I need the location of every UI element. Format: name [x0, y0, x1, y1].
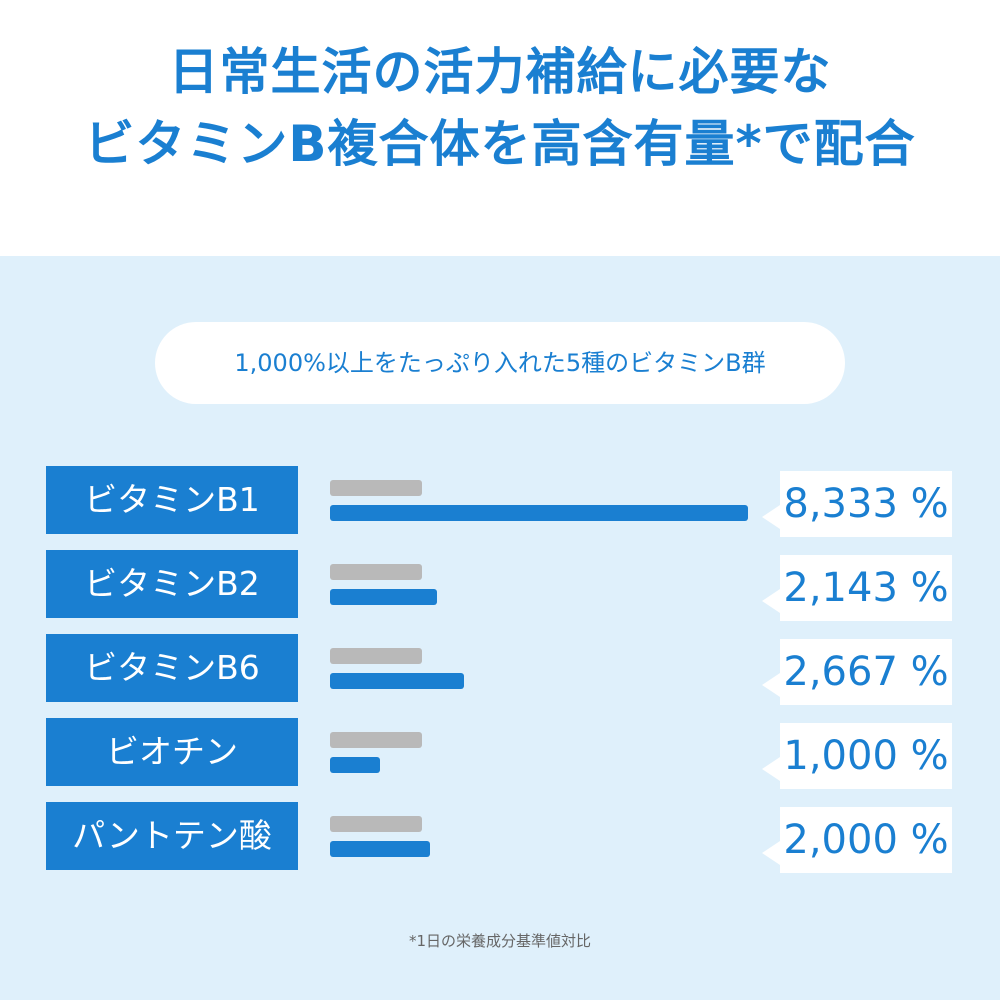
- category-label: ビオチン: [46, 718, 298, 786]
- value-label: 2,000 %: [783, 817, 949, 863]
- value-bar: [330, 589, 437, 605]
- reference-bar: [330, 816, 422, 832]
- value-bar: [330, 757, 380, 773]
- value-label: 8,333 %: [783, 481, 949, 527]
- category-label: ビタミンB1: [46, 466, 298, 534]
- value-bar: [330, 841, 430, 857]
- header: 日常生活の活力補給に必要な ビタミンB複合体を高含有量*で配合: [0, 0, 1000, 256]
- value-bar: [330, 505, 748, 521]
- reference-bar: [330, 732, 422, 748]
- value-bar: [330, 673, 464, 689]
- reference-bar: [330, 648, 422, 664]
- title-line-1: 日常生活の活力補給に必要な: [168, 43, 832, 101]
- value-bubble: 2,000 %: [762, 807, 952, 873]
- footnote: *1日の栄養成分基準値対比: [408, 932, 592, 950]
- value-bubble: 1,000 %: [762, 723, 952, 789]
- value-label: 1,000 %: [783, 733, 949, 779]
- reference-bar: [330, 480, 422, 496]
- value-bubble: 2,667 %: [762, 639, 952, 705]
- value-bubble: 8,333 %: [762, 471, 952, 537]
- category-label: ビタミンB2: [46, 550, 298, 618]
- reference-bar: [330, 564, 422, 580]
- category-label: ビタミンB6: [46, 634, 298, 702]
- value-label: 2,143 %: [783, 565, 949, 611]
- value-label: 2,667 %: [783, 649, 949, 695]
- subtitle-pill: 1,000%以上をたっぷり入れた5種のビタミンB群: [155, 322, 845, 404]
- value-bubble: 2,143 %: [762, 555, 952, 621]
- title-line-2: ビタミンB複合体を高含有量*で配合: [84, 115, 916, 173]
- category-label: パントテン酸: [46, 802, 298, 870]
